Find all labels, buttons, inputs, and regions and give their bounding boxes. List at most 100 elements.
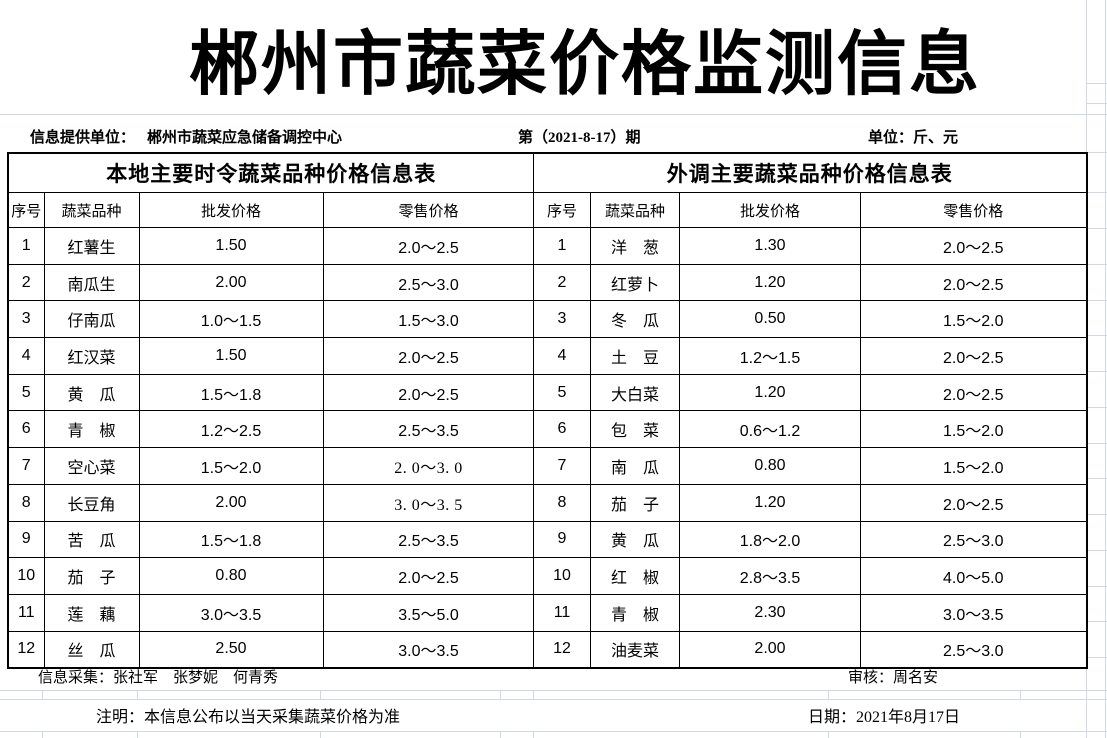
wholesale-cell: 1.50: [138, 227, 324, 265]
page-title: 郴州市蔬菜价格监测信息: [189, 27, 981, 104]
variety-cell: 冬 瓜: [590, 300, 680, 339]
col-header-retail: 零售价格: [860, 192, 1087, 228]
column-header-row: 序号 蔬菜品种 批发价格 零售价格: [533, 192, 1087, 228]
gridline: [42, 731, 43, 738]
wholesale-cell: 1.8～2.0: [679, 520, 861, 559]
retail-cell: 3.5～5.0: [322, 593, 535, 632]
seq-cell: 2: [7, 263, 45, 302]
wholesale-cell: 0.80: [138, 557, 324, 595]
variety-cell: 莲 藕: [43, 593, 140, 632]
seq-cell: 8: [7, 483, 45, 522]
gridline: [42, 690, 43, 699]
retail-cell: 3.0～3.5: [322, 630, 535, 669]
wholesale-cell: 1.20: [679, 263, 861, 302]
gridline: [0, 731, 1107, 732]
retail-cell: 1.5～2.0: [860, 300, 1087, 339]
retail-cell: 2.0～2.5: [860, 483, 1087, 522]
retail-cell: 2.0～2.5: [860, 227, 1087, 265]
seq-cell: 12: [533, 630, 591, 669]
retail-cell: 2.5～3.0: [860, 520, 1087, 559]
seq-cell: 6: [533, 410, 591, 449]
col-header-seq: 序号: [7, 192, 45, 228]
wholesale-cell: 0.6～1.2: [679, 410, 861, 449]
table-row: 2 红萝卜 1.20 2.0～2.5: [533, 263, 1087, 302]
seq-cell: 9: [7, 520, 45, 559]
table-row: 11 莲 藕 3.0～3.5 3.5～5.0: [7, 593, 535, 632]
gridline: [137, 690, 138, 699]
gridline: [533, 690, 534, 699]
table-row: 10 茄 子 0.80 2.0～2.5: [7, 557, 535, 595]
retail-cell: 2.5～3.0: [322, 263, 535, 302]
variety-cell: 包 菜: [590, 410, 680, 449]
gridline: [533, 731, 534, 738]
info-bar: 信息提供单位： 郴州市蔬菜应急储备调控中心 第（2021-8-17）期 单位：斤…: [0, 124, 1107, 150]
table-row: 10 红 椒 2.8～3.5 4.0～5.0: [533, 557, 1087, 595]
reviewer-note: 审核：周名安: [848, 670, 939, 686]
wholesale-cell: 2.00: [138, 483, 324, 522]
seq-cell: 3: [7, 300, 45, 339]
wholesale-cell: 1.50: [138, 337, 324, 375]
column-header-row: 序号 蔬菜品种 批发价格 零售价格: [7, 192, 535, 228]
table-row: 5 大白菜 1.20 2.0～2.5: [533, 373, 1087, 412]
table-row: 11 青 椒 2.30 3.0～3.5: [533, 593, 1087, 632]
table-row: 1 红薯生 1.50 2.0～2.5: [7, 227, 535, 265]
variety-cell: 南瓜生: [43, 263, 140, 302]
publish-note: 注明：本信息公布以当天采集蔬菜价格为准: [96, 709, 401, 726]
external-table-title: 外调主要蔬菜品种价格信息表: [533, 152, 1087, 193]
gridline: [0, 690, 1107, 691]
table-row: 3 仔南瓜 1.0～1.5 1.5～3.0: [7, 300, 535, 339]
seq-cell: 4: [533, 337, 591, 375]
variety-cell: 红汉菜: [43, 337, 140, 375]
wholesale-cell: 0.80: [679, 447, 861, 485]
retail-cell: 2.0～2.5: [322, 557, 535, 595]
wholesale-cell: 2.00: [679, 630, 861, 669]
wholesale-cell: 1.5～2.0: [138, 447, 324, 485]
variety-cell: 长豆角: [43, 483, 140, 522]
variety-cell: 红 椒: [590, 557, 680, 595]
variety-cell: 茄 子: [43, 557, 140, 595]
gridline: [500, 690, 501, 699]
seq-cell: 7: [533, 447, 591, 485]
table-row: 8 长豆角 2.00 3. 0～3. 5: [7, 483, 535, 522]
table-row: 12 油麦菜 2.00 2.5～3.0: [533, 630, 1087, 669]
variety-cell: 青 椒: [43, 410, 140, 449]
wholesale-cell: 1.20: [679, 373, 861, 412]
gridline: [0, 114, 1107, 115]
gridline: [1086, 228, 1107, 229]
col-header-retail: 零售价格: [322, 192, 535, 228]
gridline: [1086, 407, 1107, 408]
gridline: [1086, 264, 1107, 265]
wholesale-cell: 2.00: [138, 263, 324, 302]
col-header-variety: 蔬菜品种: [43, 192, 140, 228]
gridline: [1020, 731, 1021, 738]
variety-cell: 黄 瓜: [590, 520, 680, 559]
seq-cell: 6: [7, 410, 45, 449]
retail-cell: 3.0～3.5: [860, 593, 1087, 632]
seq-cell: 11: [7, 593, 45, 632]
variety-cell: 红萝卜: [590, 263, 680, 302]
retail-cell: 1.5～2.0: [860, 447, 1087, 485]
seq-cell: 8: [533, 483, 591, 522]
local-price-table: 本地主要时令蔬菜品种价格信息表 序号 蔬菜品种 批发价格 零售价格 1 红薯生 1.50 2…: [7, 152, 535, 670]
seq-cell: 9: [533, 520, 591, 559]
seq-cell: 1: [533, 227, 591, 265]
retail-cell: 3. 0～3. 5: [322, 483, 535, 522]
variety-cell: 土 豆: [590, 337, 680, 375]
seq-cell: 1: [7, 227, 45, 265]
variety-cell: 大白菜: [590, 373, 680, 412]
wholesale-cell: 1.2～1.5: [679, 337, 861, 375]
retail-cell: 4.0～5.0: [860, 557, 1087, 595]
provider-name: 郴州市蔬菜应急储备调控中心: [147, 130, 343, 146]
retail-cell: 2. 0～3. 0: [322, 447, 535, 485]
gridline: [828, 690, 829, 699]
variety-cell: 南 瓜: [590, 447, 680, 485]
wholesale-cell: 0.50: [679, 300, 861, 339]
